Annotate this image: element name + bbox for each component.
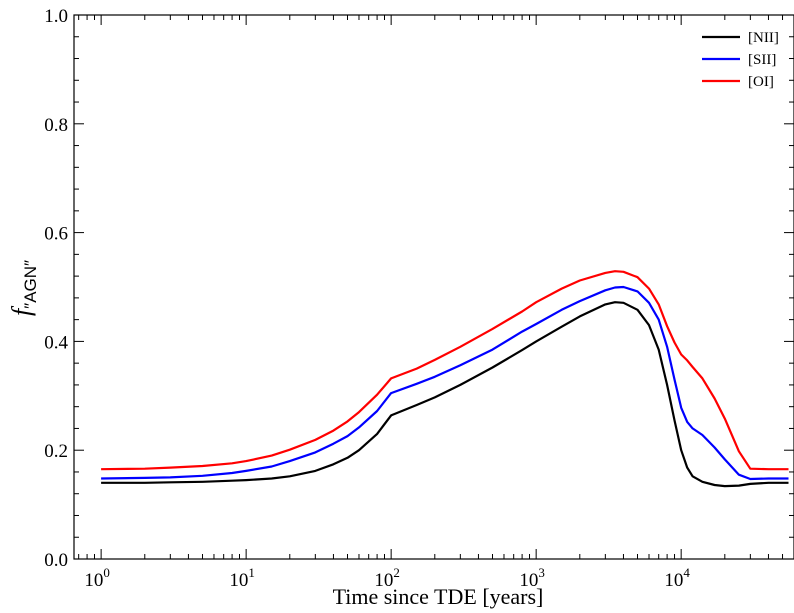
y-tick-label: 1.0 — [44, 6, 68, 27]
x-tick-label: 102 — [374, 565, 400, 591]
x-tick-label: 100 — [84, 565, 110, 591]
y-axis-title: f″AGN″ — [7, 260, 40, 316]
series-layer — [101, 270, 789, 488]
y-axis-title-main: f — [7, 305, 36, 316]
y-tick-label: 0.4 — [44, 332, 68, 353]
y-tick-label: 0.6 — [44, 224, 68, 245]
series-line-1 — [101, 285, 789, 481]
legend-label: [OI] — [748, 74, 774, 90]
tick-layer — [74, 14, 794, 560]
series-line-2 — [101, 270, 789, 471]
plot-frame — [73, 14, 794, 560]
x-axis-title: Time since TDE [years] — [333, 584, 544, 609]
x-tick-label: 103 — [519, 565, 545, 591]
y-tick-label: 0.8 — [44, 115, 68, 136]
y-tick-label: 0.2 — [44, 441, 68, 462]
y-axis-title-subscript: ″AGN″ — [21, 260, 40, 309]
label-layer: 100 101 102 103 104 0.0 0.2 0.4 0.6 0.8 1.0 — [44, 6, 690, 591]
y-tick-label: 0.0 — [44, 550, 68, 571]
series-line-0 — [101, 301, 789, 488]
legend: [NII] [SII] [OI] — [702, 30, 779, 90]
x-tick-label: 101 — [229, 565, 255, 591]
x-tick-label: 104 — [664, 565, 690, 591]
legend-label: [NII] — [748, 30, 779, 46]
legend-label: [SII] — [748, 52, 776, 68]
